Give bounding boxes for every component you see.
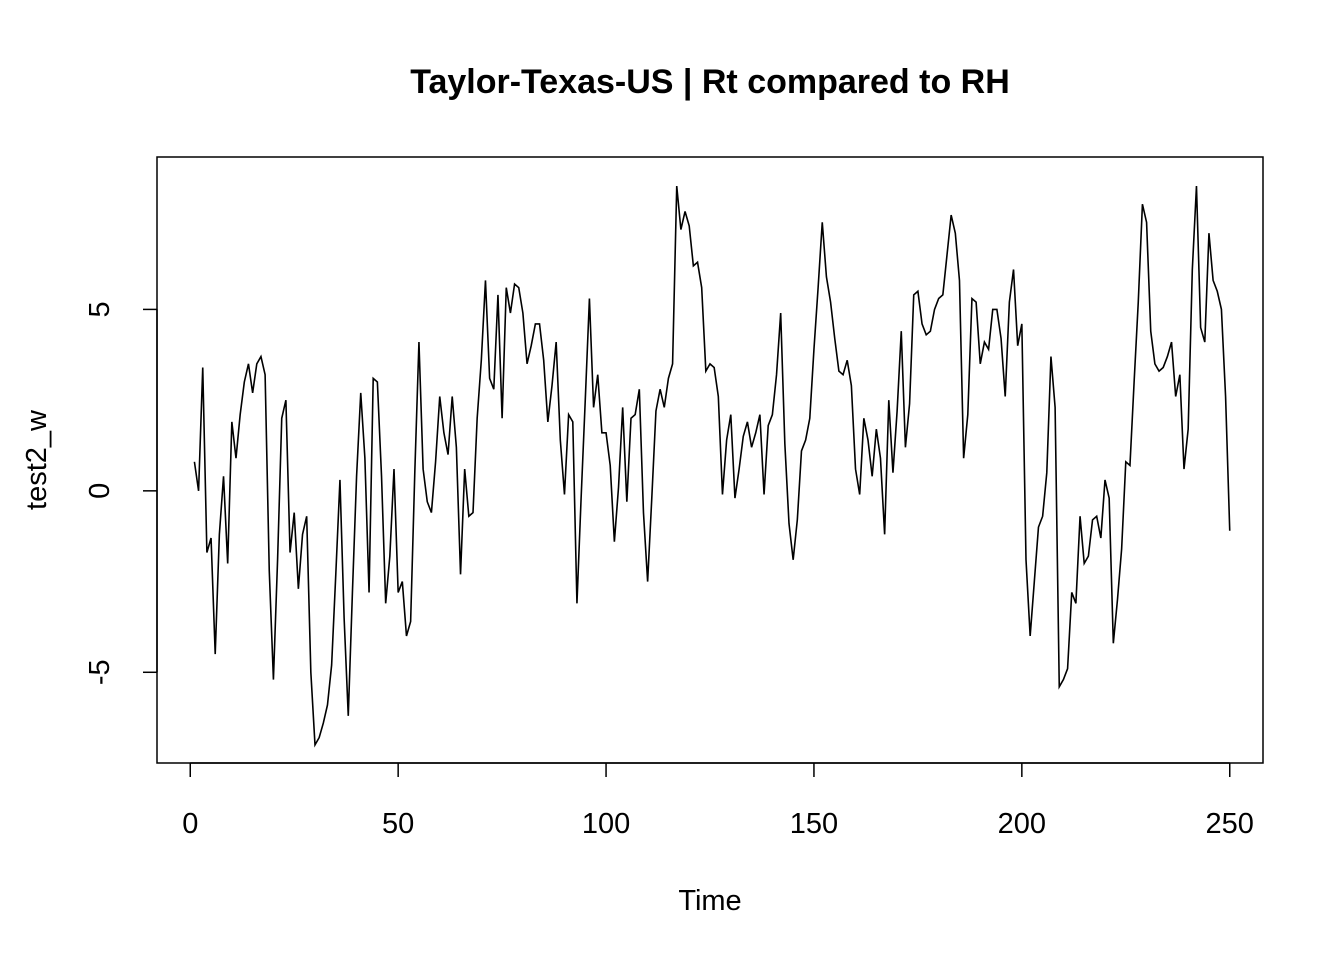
series-layer — [193, 185, 1231, 748]
y-tick-label: -5 — [84, 659, 116, 685]
x-tick-label: 0 — [182, 808, 198, 840]
x-tick-label: 50 — [382, 808, 414, 840]
x-tick-label: 250 — [1206, 808, 1254, 840]
series-line — [193, 185, 1231, 748]
x-tick-label: 150 — [790, 808, 838, 840]
x-axis-label: Time — [678, 885, 741, 917]
x-tick-label: 200 — [998, 808, 1046, 840]
y-tick-label: 0 — [84, 483, 116, 499]
x-axis: 0 50 100 150 200 250 — [182, 762, 1254, 840]
plot-frame — [156, 156, 1264, 764]
y-tick-label: 5 — [84, 301, 116, 317]
y-axis: -5 0 5 — [84, 301, 158, 685]
y-axis-label: test2_w — [21, 409, 53, 510]
x-tick-label: 100 — [582, 808, 630, 840]
chart-title: Taylor-Texas-US | Rt compared to RH — [410, 63, 1010, 101]
